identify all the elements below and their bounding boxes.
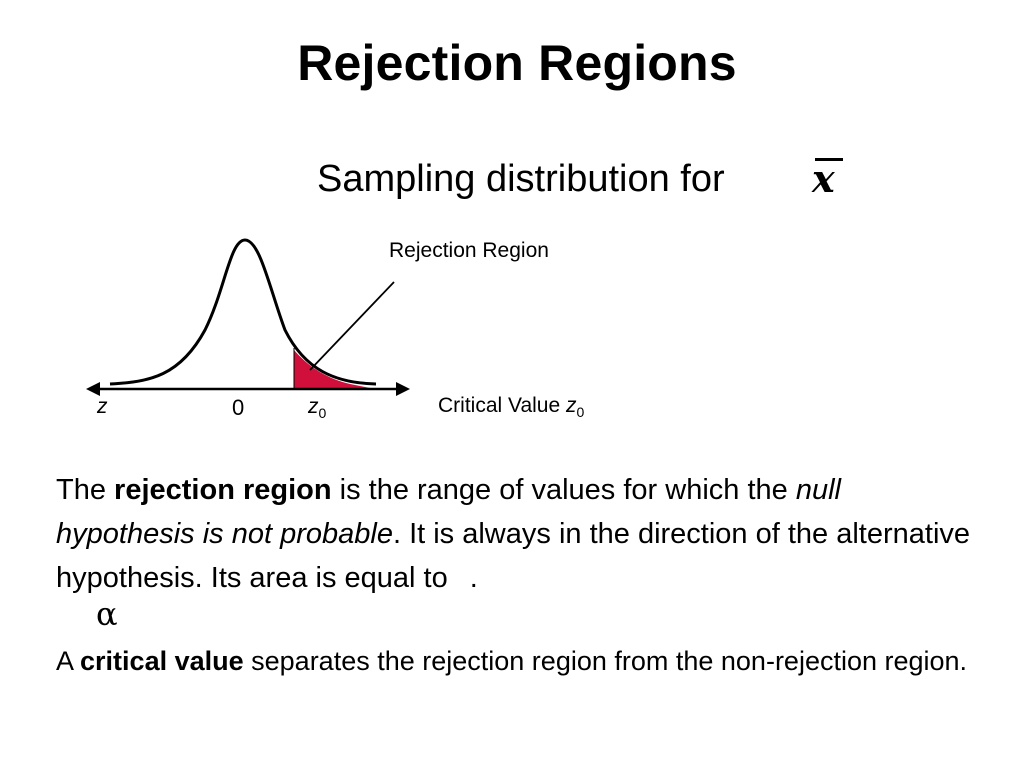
bell-curve	[109, 238, 377, 386]
critical-value-label: Critical Value z0	[438, 394, 584, 420]
rejection-region-label: Rejection Region	[389, 239, 549, 262]
p2-text-start: A	[56, 646, 81, 676]
slide-title: Rejection Regions	[297, 35, 737, 91]
annotation-pointer-line	[309, 281, 395, 371]
p1-text-middle: is the range of values for which the	[331, 474, 796, 506]
critical-value-text: Critical Value	[438, 394, 566, 417]
p1-italic-phrase: null hypothesis is not probable	[56, 474, 841, 550]
x-bar-letter: x	[812, 156, 835, 201]
normal-distribution-curve	[86, 238, 410, 396]
x-bar-symbol: x	[812, 155, 852, 203]
p2-text-end: separates the rejection region from the …	[243, 646, 968, 676]
p1-bold-term: rejection region	[114, 474, 332, 506]
p2-bold-term: critical value	[80, 646, 244, 676]
axis-label-z0: z0	[308, 395, 326, 421]
critical-value-definition: A critical value separates the rejection…	[56, 642, 976, 680]
axis-arrow-right	[396, 382, 410, 396]
axis-arrow-left	[86, 382, 100, 396]
axis-label-z: z	[97, 395, 108, 418]
rejection-region-shading	[294, 350, 370, 388]
rejection-region-definition: The rejection region is the range of val…	[56, 468, 976, 600]
critical-value-var: z	[566, 394, 577, 417]
axis-label-zero: 0	[232, 395, 245, 420]
p1-text-start: The	[56, 474, 115, 506]
p1-text-end: . It is always in the direction of the a…	[56, 518, 971, 594]
alpha-symbol: α	[96, 595, 118, 633]
critical-value-subscript: 0	[576, 404, 585, 420]
p1-period: .	[469, 562, 478, 594]
x-bar-overline	[815, 158, 843, 161]
subtitle: Sampling distribution for	[317, 158, 725, 200]
axis-z0-var: z	[308, 395, 319, 418]
axis-z0-subscript: 0	[318, 405, 327, 421]
